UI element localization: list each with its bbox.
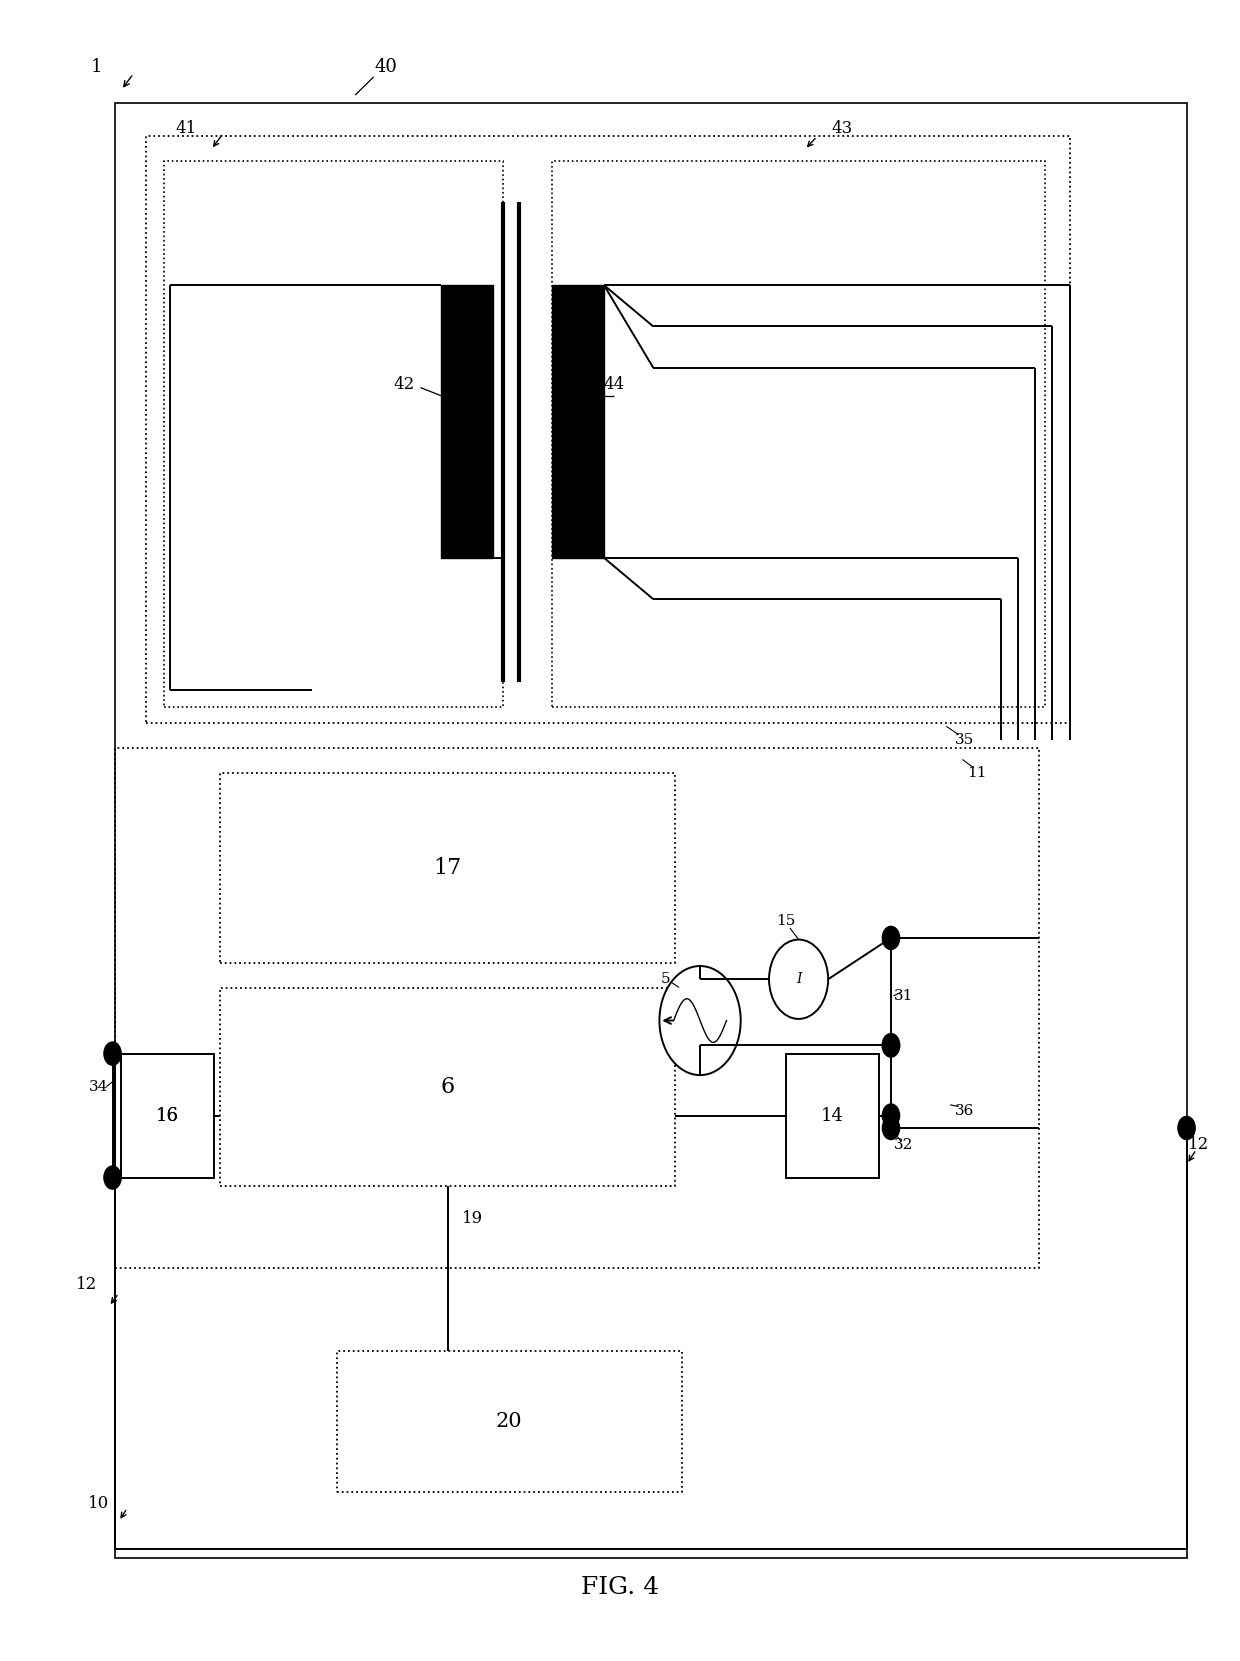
Bar: [552, 161, 1045, 706]
Bar: [219, 772, 676, 963]
Text: 12: 12: [76, 1277, 97, 1294]
Bar: [146, 136, 1070, 723]
Text: 36: 36: [955, 1105, 975, 1118]
Text: 34: 34: [89, 1080, 109, 1093]
Text: FIG. 4: FIG. 4: [580, 1576, 660, 1600]
Text: 6: 6: [440, 1076, 455, 1098]
Text: 11: 11: [967, 766, 987, 779]
Circle shape: [104, 1041, 122, 1065]
Bar: [115, 103, 1187, 1558]
Text: 32: 32: [894, 1138, 913, 1151]
Bar: [337, 1350, 682, 1492]
Circle shape: [883, 1033, 899, 1056]
Text: 10: 10: [88, 1495, 109, 1512]
Text: 15: 15: [776, 915, 796, 928]
Bar: [122, 1053, 213, 1178]
Text: 16: 16: [156, 1106, 179, 1124]
Bar: [552, 286, 604, 558]
Text: 40: 40: [374, 58, 398, 76]
Circle shape: [883, 1105, 899, 1128]
Text: 42: 42: [394, 375, 415, 392]
Bar: [115, 747, 1039, 1269]
Text: 12: 12: [1188, 1136, 1209, 1153]
Bar: [164, 161, 503, 706]
Circle shape: [660, 967, 740, 1075]
Text: 35: 35: [955, 733, 975, 746]
Circle shape: [1178, 1116, 1195, 1139]
Text: 14: 14: [821, 1106, 844, 1124]
Text: 19: 19: [461, 1211, 482, 1227]
Text: 20: 20: [496, 1412, 522, 1430]
Text: 5: 5: [661, 972, 671, 987]
Text: 1: 1: [91, 58, 102, 76]
Text: 17: 17: [434, 857, 461, 879]
Circle shape: [883, 927, 899, 950]
Circle shape: [883, 1033, 899, 1056]
Bar: [441, 286, 494, 558]
Text: 16: 16: [156, 1106, 179, 1124]
Circle shape: [104, 1166, 122, 1189]
Text: 44: 44: [603, 375, 625, 392]
Circle shape: [769, 940, 828, 1018]
Text: 43: 43: [831, 120, 852, 136]
Bar: [219, 988, 676, 1186]
Text: I: I: [796, 972, 801, 987]
Text: 41: 41: [176, 120, 197, 136]
Circle shape: [883, 1116, 899, 1139]
Bar: [441, 286, 494, 558]
Text: 31: 31: [894, 988, 913, 1003]
Bar: [786, 1053, 879, 1178]
